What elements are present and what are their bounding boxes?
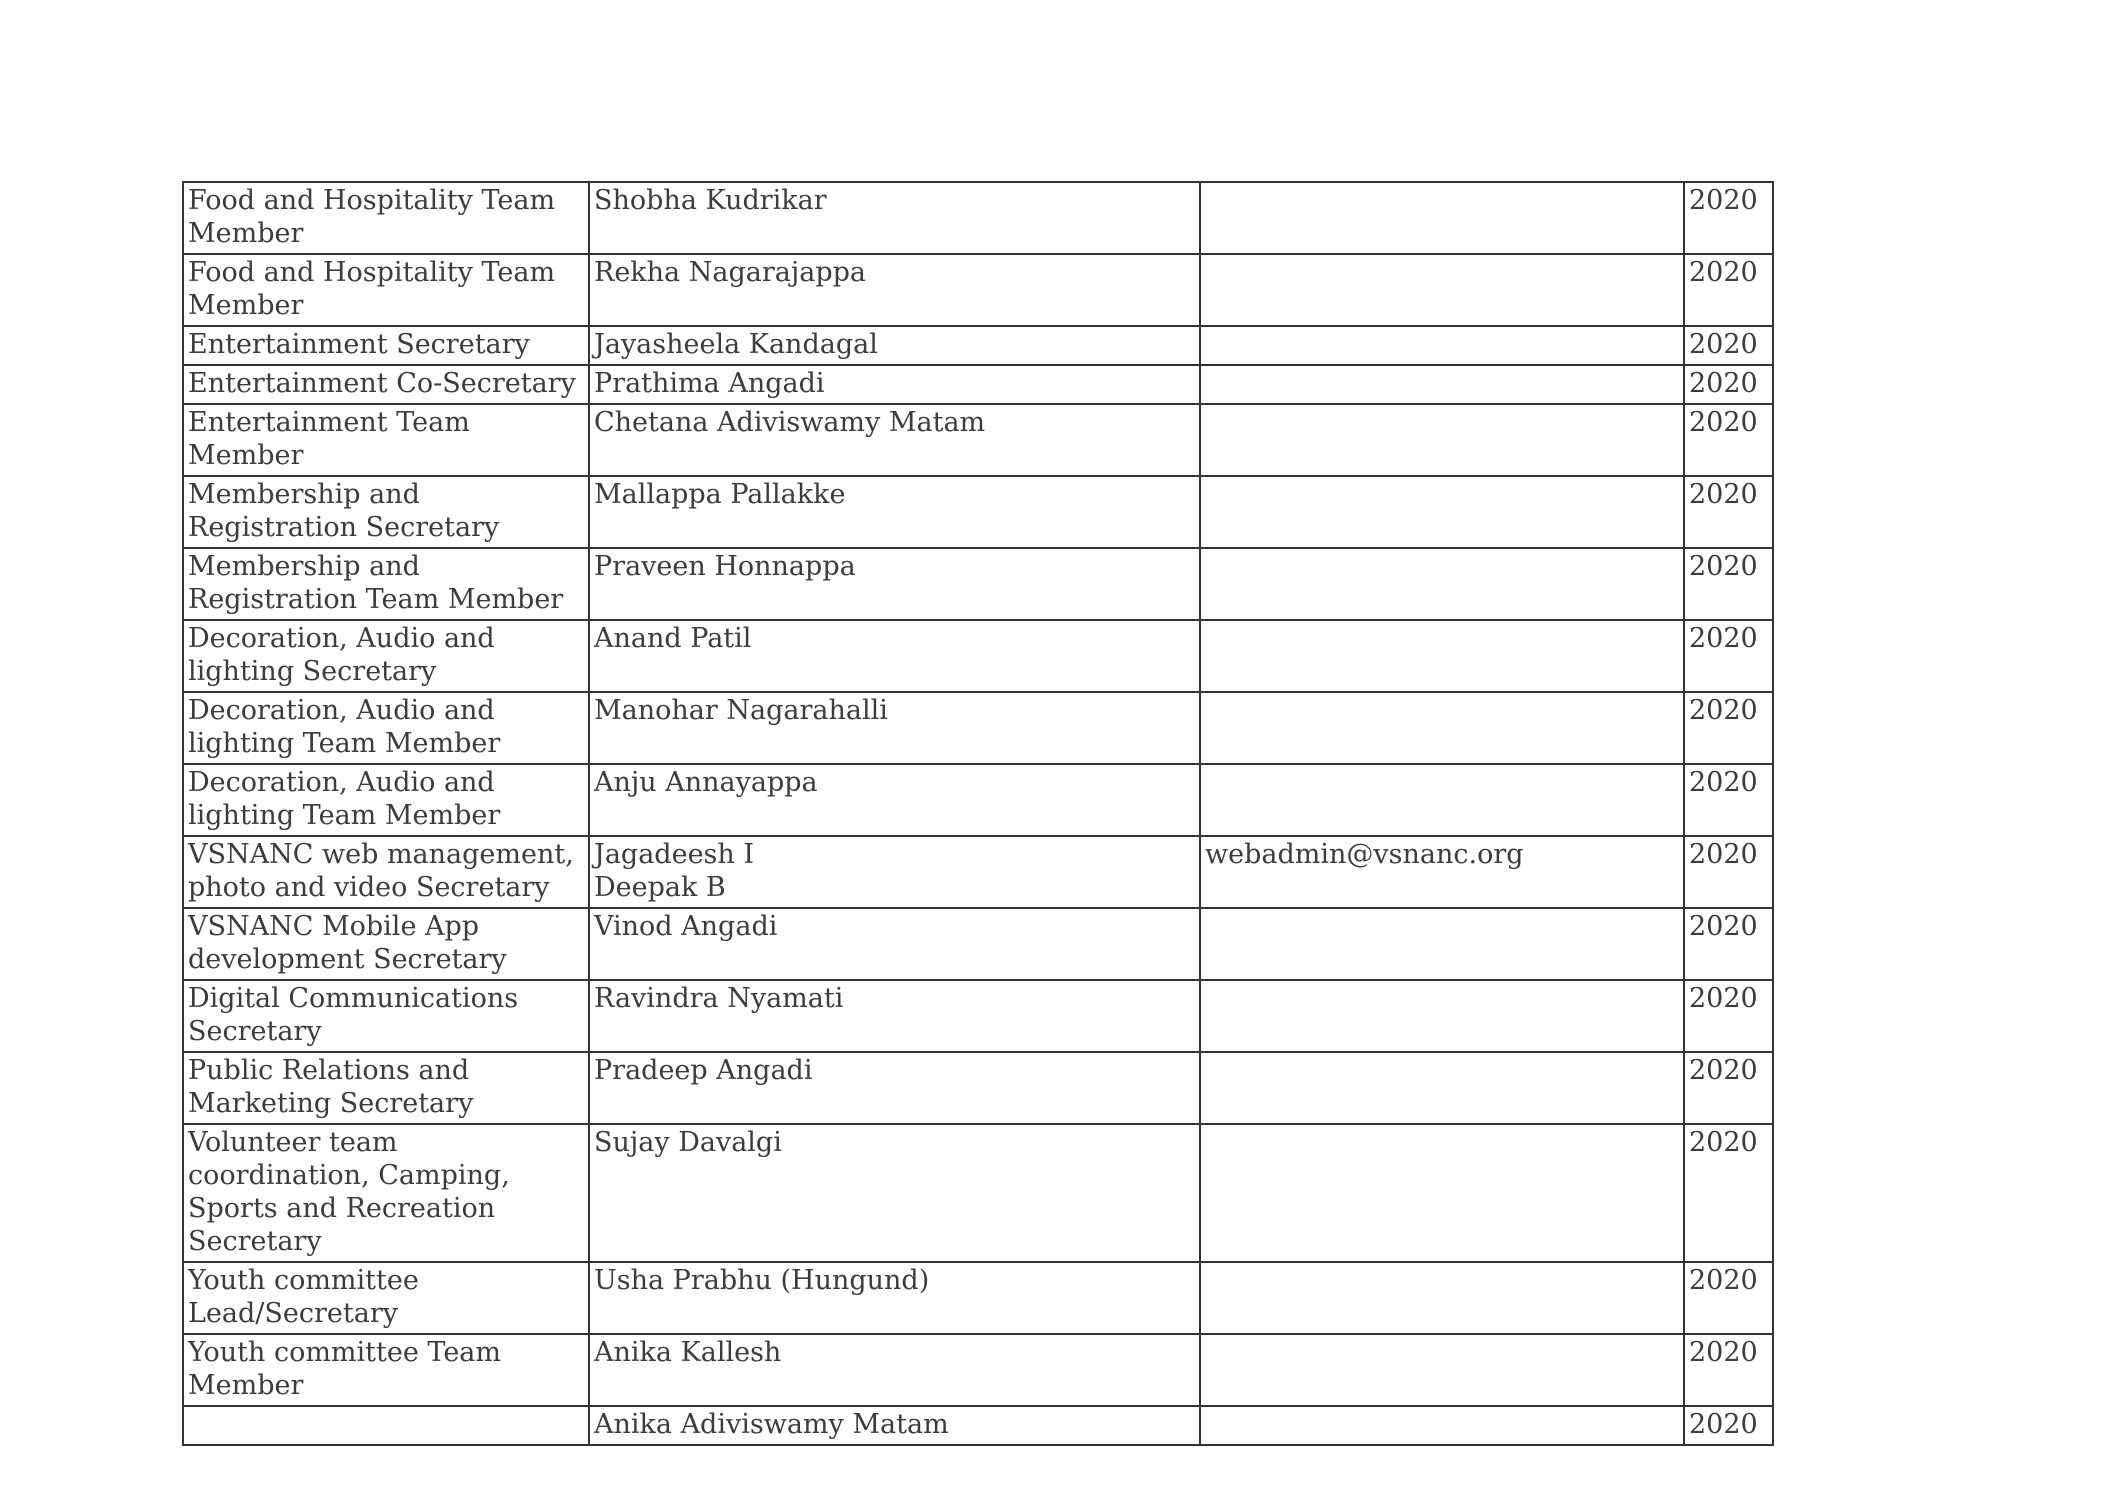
year-cell: 2020 [1683,979,1774,1053]
role-cell: Food and Hospitality Team Member [182,253,590,327]
table-row: Youth committee Team Member Anika Kalles… [182,1333,1774,1407]
name-cell: Shobha Kudrikar [588,181,1201,255]
name-cell: Mallappa Pallakke [588,475,1201,549]
role-cell: Decoration, Audio and lighting Team Memb… [182,763,590,837]
role-cell: Youth committee Lead/Secretary [182,1261,590,1335]
year-cell: 2020 [1683,253,1774,327]
table-row: Entertainment Team Member Chetana Adivis… [182,403,1774,477]
year-cell: 2020 [1683,181,1774,255]
year-cell: 2020 [1683,475,1774,549]
year-cell: 2020 [1683,1051,1774,1125]
role-cell: Youth committee Team Member [182,1333,590,1407]
table-row: VSNANC web management, photo and video S… [182,835,1774,909]
name-cell: Jayasheela Kandagal [588,325,1201,366]
email-cell [1199,1123,1685,1263]
year-cell: 2020 [1683,835,1774,909]
table-row: Entertainment Co-Secretary Prathima Anga… [182,364,1774,405]
table-row: Decoration, Audio and lighting Team Memb… [182,763,1774,837]
year-cell: 2020 [1683,403,1774,477]
role-cell: Entertainment Team Member [182,403,590,477]
email-cell [1199,619,1685,693]
role-cell [182,1405,590,1446]
role-cell: Decoration, Audio and lighting Team Memb… [182,691,590,765]
table-row: Volunteer team coordination, Camping, Sp… [182,1123,1774,1263]
role-cell: Food and Hospitality Team Member [182,181,590,255]
email-cell [1199,547,1685,621]
email-cell [1199,253,1685,327]
role-cell: Decoration, Audio and lighting Secretary [182,619,590,693]
year-cell: 2020 [1683,1333,1774,1407]
table-row: Membership and Registration Team Member … [182,547,1774,621]
year-cell: 2020 [1683,763,1774,837]
role-cell: Entertainment Secretary [182,325,590,366]
year-cell: 2020 [1683,619,1774,693]
year-cell: 2020 [1683,691,1774,765]
role-cell: Volunteer team coordination, Camping, Sp… [182,1123,590,1263]
role-cell: Entertainment Co-Secretary [182,364,590,405]
table-row: Youth committee Lead/Secretary Usha Prab… [182,1261,1774,1335]
name-cell: Anand Patil [588,619,1201,693]
role-cell: Public Relations and Marketing Secretary [182,1051,590,1125]
name-cell: Anika Kallesh [588,1333,1201,1407]
year-cell: 2020 [1683,325,1774,366]
year-cell: 2020 [1683,1123,1774,1263]
email-cell [1199,325,1685,366]
email-cell [1199,1405,1685,1446]
role-cell: Membership and Registration Secretary [182,475,590,549]
table-row: Food and Hospitality Team Member Rekha N… [182,253,1774,327]
email-cell [1199,979,1685,1053]
table-row: Membership and Registration Secretary Ma… [182,475,1774,549]
name-cell: Sujay Davalgi [588,1123,1201,1263]
name-cell: Pradeep Angadi [588,1051,1201,1125]
email-cell [1199,691,1685,765]
email-cell [1199,1051,1685,1125]
role-cell: VSNANC web management, photo and video S… [182,835,590,909]
year-cell: 2020 [1683,364,1774,405]
name-cell: Ravindra Nyamati [588,979,1201,1053]
name-cell: Manohar Nagarahalli [588,691,1201,765]
committee-table: Food and Hospitality Team Member Shobha … [182,181,1774,1446]
email-cell [1199,475,1685,549]
year-cell: 2020 [1683,547,1774,621]
table-row: VSNANC Mobile App development Secretary … [182,907,1774,981]
table-row: Decoration, Audio and lighting Secretary… [182,619,1774,693]
email-cell [1199,1261,1685,1335]
year-cell: 2020 [1683,1261,1774,1335]
email-cell [1199,403,1685,477]
role-cell: Membership and Registration Team Member [182,547,590,621]
email-cell [1199,907,1685,981]
name-cell: Vinod Angadi [588,907,1201,981]
table-row: Public Relations and Marketing Secretary… [182,1051,1774,1125]
table-row: Entertainment Secretary Jayasheela Kanda… [182,325,1774,366]
table-row: Anika Adiviswamy Matam 2020 [182,1405,1774,1446]
email-cell [1199,181,1685,255]
name-cell: Praveen Honnappa [588,547,1201,621]
table-row: Decoration, Audio and lighting Team Memb… [182,691,1774,765]
table-row: Food and Hospitality Team Member Shobha … [182,181,1774,255]
name-cell: Rekha Nagarajappa [588,253,1201,327]
role-cell: Digital Communications Secretary [182,979,590,1053]
name-cell: Prathima Angadi [588,364,1201,405]
name-cell: Jagadeesh I Deepak B [588,835,1201,909]
name-cell: Chetana Adiviswamy Matam [588,403,1201,477]
table-row: Digital Communications Secretary Ravindr… [182,979,1774,1053]
role-cell: VSNANC Mobile App development Secretary [182,907,590,981]
name-cell: Anju Annayappa [588,763,1201,837]
email-cell [1199,763,1685,837]
email-cell [1199,364,1685,405]
year-cell: 2020 [1683,907,1774,981]
name-cell: Usha Prabhu (Hungund) [588,1261,1201,1335]
year-cell: 2020 [1683,1405,1774,1446]
email-cell: webadmin@vsnanc.org [1199,835,1685,909]
email-cell [1199,1333,1685,1407]
name-cell: Anika Adiviswamy Matam [588,1405,1201,1446]
